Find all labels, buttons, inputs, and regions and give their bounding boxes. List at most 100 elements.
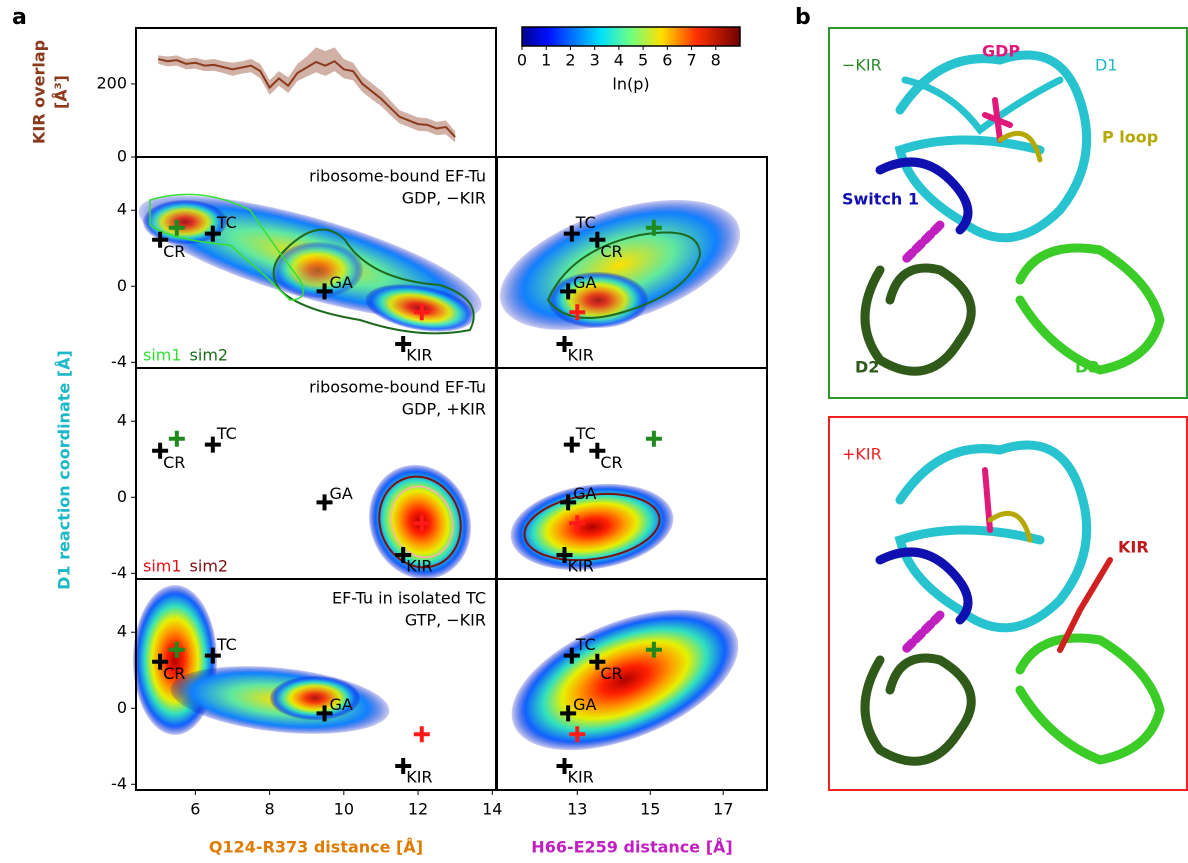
marker-label: KIR xyxy=(406,346,432,365)
y-axis-label: KIR overlap xyxy=(30,40,49,144)
legend-entry: sim2 xyxy=(190,346,229,365)
structure-label: KIR xyxy=(1118,538,1149,557)
marker xyxy=(645,430,662,447)
panel-title: ribosome-bound EF-Tu xyxy=(309,378,486,397)
y-tick-label: 0 xyxy=(117,698,127,717)
marker xyxy=(589,442,606,459)
structure-views: −KIR GDP D1 P loop Switch 1 D2 D3 +KIR K… xyxy=(828,27,1188,791)
marker xyxy=(556,547,573,564)
colorbar xyxy=(521,26,741,47)
colorbar-tick-label: 5 xyxy=(638,51,648,70)
marker-label: CR xyxy=(163,664,185,683)
plot-frame xyxy=(135,27,497,158)
marker xyxy=(560,283,577,300)
marker-label: TC xyxy=(216,635,237,654)
marker-label: GA xyxy=(573,695,596,714)
marker xyxy=(395,547,412,564)
marker xyxy=(316,705,333,722)
marker xyxy=(168,219,185,236)
colorbar-tick-label: 8 xyxy=(711,51,721,70)
colorbar-tick-label: 2 xyxy=(565,51,575,70)
marker xyxy=(560,705,577,722)
panel-label: a xyxy=(12,5,27,30)
colorbar-tick-label: 0 xyxy=(517,51,527,70)
marker xyxy=(556,758,573,775)
marker xyxy=(560,494,577,511)
structure-title: +KIR xyxy=(842,445,882,464)
density-maps xyxy=(133,193,741,751)
legend-entry: sim2 xyxy=(190,557,229,576)
structure-label: GDP xyxy=(982,42,1020,61)
marker-label: GA xyxy=(330,273,353,292)
y-tick-label: 0 xyxy=(117,147,127,166)
marker xyxy=(152,653,169,670)
marker-label: TC xyxy=(575,213,596,232)
marker-label: GA xyxy=(573,484,596,503)
colorbar-tick-label: 7 xyxy=(686,51,696,70)
x-axis-label: Q124-R373 distance [Å] xyxy=(209,838,423,857)
marker-label: TC xyxy=(575,635,596,654)
marker xyxy=(204,225,221,242)
y-tick-label: -4 xyxy=(111,774,127,793)
marker xyxy=(395,336,412,353)
marker xyxy=(589,231,606,248)
marker-label: CR xyxy=(600,453,622,472)
marker xyxy=(204,436,221,453)
panel-title: GDP, −KIR xyxy=(402,189,486,208)
legend-entry: sim1 xyxy=(143,346,182,365)
panel-title: GDP, +KIR xyxy=(402,400,486,419)
x-axis-label: H66-E259 distance [Å] xyxy=(531,838,732,857)
x-tick-label: 8 xyxy=(265,800,275,819)
structure-label: D3 xyxy=(1075,358,1099,377)
marker xyxy=(645,641,662,658)
marker xyxy=(589,653,606,670)
x-tick-label: 17 xyxy=(713,800,733,819)
structure-label: P loop xyxy=(1102,128,1158,147)
x-tick-label: 6 xyxy=(190,800,200,819)
panel-title: GTP, −KIR xyxy=(405,611,486,630)
marker-label: TC xyxy=(216,424,237,443)
marker xyxy=(152,231,169,248)
marker xyxy=(168,430,185,447)
structure-label: Switch 1 xyxy=(842,190,919,209)
colorbar-label: ln(p) xyxy=(612,75,649,94)
colorbar-tick-label: 1 xyxy=(541,51,551,70)
colorbar-tick-label: 6 xyxy=(662,51,672,70)
y-tick-label: 0 xyxy=(117,276,127,295)
y-tick-label: 200 xyxy=(96,73,127,92)
y-tick-label: 0 xyxy=(117,487,127,506)
marker xyxy=(395,758,412,775)
marker-label: CR xyxy=(600,664,622,683)
x-tick-label: 14 xyxy=(482,800,502,819)
panel-label: b xyxy=(795,5,811,30)
panel-title: ribosome-bound EF-Tu xyxy=(309,167,486,186)
marker xyxy=(168,641,185,658)
marker-label: TC xyxy=(216,213,237,232)
marker xyxy=(413,726,430,743)
marker-label: GA xyxy=(330,484,353,503)
marker xyxy=(204,647,221,664)
marker-label: CR xyxy=(600,242,622,261)
x-tick-label: 10 xyxy=(334,800,354,819)
y-axis-label: [Å³] xyxy=(52,75,71,109)
marker-label: KIR xyxy=(568,346,594,365)
y-tick-label: 4 xyxy=(117,200,127,219)
marker xyxy=(569,726,586,743)
marker-label: GA xyxy=(330,695,353,714)
marker xyxy=(413,515,430,532)
marker-label: CR xyxy=(163,242,185,261)
marker-label: KIR xyxy=(406,768,432,787)
marker xyxy=(563,647,580,664)
colorbar-tick-label: 4 xyxy=(614,51,624,70)
y-axis-label: D1 reaction coordinate [Å] xyxy=(55,350,74,590)
marker xyxy=(563,436,580,453)
line xyxy=(158,58,456,138)
y-tick-label: 4 xyxy=(117,622,127,641)
marker-label: KIR xyxy=(568,768,594,787)
error-band xyxy=(158,47,456,143)
marker xyxy=(316,494,333,511)
panel-frame xyxy=(496,578,768,791)
marker xyxy=(152,442,169,459)
x-tick-label: 12 xyxy=(408,800,428,819)
